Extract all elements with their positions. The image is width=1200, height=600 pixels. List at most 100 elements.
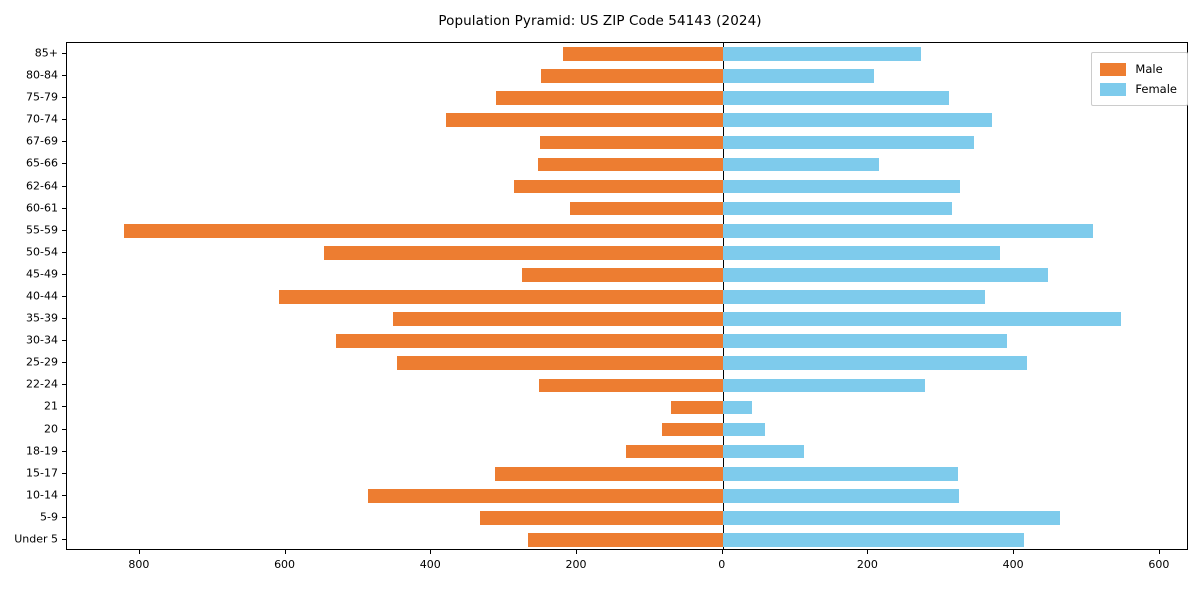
bar-male-62-64[interactable] — [514, 179, 723, 194]
bar-row — [67, 201, 1187, 216]
bar-row — [67, 268, 1187, 282]
bar-male-40-44[interactable] — [279, 290, 723, 304]
bar-female-under-5[interactable] — [722, 533, 1025, 547]
bar-female-21[interactable] — [722, 400, 752, 415]
bar-row — [67, 91, 1187, 106]
y-tick-mark — [62, 97, 66, 99]
x-tick-label-0: 800 — [128, 558, 150, 571]
y-tick-label-21: 21 — [44, 399, 58, 413]
x-tick-label-5: 200 — [856, 558, 878, 571]
y-tick-mark — [62, 185, 66, 187]
x-tick-label-1: 600 — [274, 558, 296, 571]
bar-row — [67, 157, 1187, 172]
bar-row — [67, 422, 1187, 437]
bar-male-70-74[interactable] — [445, 113, 723, 128]
bar-female-55-59[interactable] — [722, 223, 1093, 238]
bar-male-65-66[interactable] — [538, 157, 723, 172]
bar-male-67-69[interactable] — [539, 135, 723, 150]
bar-row — [67, 378, 1187, 393]
bar-female-85-[interactable] — [722, 47, 921, 61]
bar-male-30-34[interactable] — [335, 334, 723, 348]
y-tick-label-50-54: 50-54 — [26, 245, 58, 259]
bar-female-65-66[interactable] — [722, 157, 880, 172]
plot-area — [66, 42, 1188, 550]
bar-female-18-19[interactable] — [722, 444, 804, 459]
bar-female-80-84[interactable] — [722, 69, 875, 83]
y-tick-label-20: 20 — [44, 422, 58, 436]
bars-container — [67, 43, 1187, 549]
bar-female-67-69[interactable] — [722, 135, 975, 150]
x-tick-mark — [138, 550, 140, 554]
chart-title: Population Pyramid: US ZIP Code 54143 (2… — [438, 13, 762, 29]
bar-female-15-17[interactable] — [722, 466, 959, 481]
bar-row — [67, 113, 1187, 128]
bar-male-5-9[interactable] — [480, 511, 723, 525]
y-tick-label-30-34: 30-34 — [26, 333, 58, 347]
legend-item-male[interactable]: Male — [1100, 59, 1177, 79]
bar-male-50-54[interactable] — [324, 245, 723, 260]
bar-male-45-49[interactable] — [521, 268, 723, 282]
bar-row — [67, 488, 1187, 503]
y-tick-mark — [62, 428, 66, 430]
y-tick-mark — [62, 318, 66, 320]
legend-item-female[interactable]: Female — [1100, 79, 1177, 99]
y-tick-label-45-49: 45-49 — [26, 267, 58, 281]
bar-female-40-44[interactable] — [722, 290, 985, 304]
x-tick-label-4: 0 — [718, 558, 726, 571]
bar-female-20[interactable] — [722, 422, 765, 437]
bar-male-10-14[interactable] — [367, 488, 723, 503]
bar-female-70-74[interactable] — [722, 113, 993, 128]
bar-female-35-39[interactable] — [722, 312, 1122, 326]
y-tick-mark — [62, 207, 66, 209]
bar-male-75-79[interactable] — [496, 91, 723, 106]
y-tick-mark — [62, 472, 66, 474]
bar-row — [67, 135, 1187, 150]
bar-male-under-5[interactable] — [528, 533, 723, 547]
bar-male-20[interactable] — [661, 422, 723, 437]
bar-row — [67, 466, 1187, 481]
bar-male-80-84[interactable] — [540, 69, 723, 83]
bar-male-15-17[interactable] — [494, 466, 723, 481]
bar-female-60-61[interactable] — [722, 201, 953, 216]
bar-female-50-54[interactable] — [722, 245, 1000, 260]
x-tick-label-2: 400 — [419, 558, 441, 571]
bar-female-45-49[interactable] — [722, 268, 1049, 282]
y-axis-tick-labels: Under 5 5-9 10-14 15-17 18-19 20 21 22-24 25-29 3… — [0, 42, 58, 550]
bar-female-22-24[interactable] — [722, 378, 925, 393]
chart-legend: Male Female — [1091, 52, 1188, 106]
y-tick-mark — [62, 75, 66, 77]
bar-row — [67, 356, 1187, 371]
bar-row — [67, 511, 1187, 525]
bar-female-25-29[interactable] — [722, 356, 1028, 371]
bar-female-10-14[interactable] — [722, 488, 960, 503]
bar-row — [67, 69, 1187, 83]
bar-male-21[interactable] — [670, 400, 723, 415]
bar-female-5-9[interactable] — [722, 511, 1061, 525]
y-tick-label-15-17: 15-17 — [26, 466, 58, 480]
bar-female-75-79[interactable] — [722, 91, 950, 106]
bar-male-55-59[interactable] — [123, 223, 723, 238]
bar-row — [67, 245, 1187, 260]
bar-female-62-64[interactable] — [722, 179, 961, 194]
y-tick-mark — [62, 53, 66, 55]
bar-female-30-34[interactable] — [722, 334, 1007, 348]
y-tick-label-55-59: 55-59 — [26, 223, 58, 237]
bar-row — [67, 334, 1187, 348]
bar-male-60-61[interactable] — [570, 201, 723, 216]
x-tick-label-7: 600 — [1148, 558, 1170, 571]
bar-male-18-19[interactable] — [625, 444, 723, 459]
y-tick-label-10-14: 10-14 — [26, 488, 58, 502]
y-tick-label-35-39: 35-39 — [26, 311, 58, 325]
bar-male-22-24[interactable] — [539, 378, 723, 393]
y-tick-label-62-64: 62-64 — [26, 179, 58, 193]
y-tick-mark — [62, 229, 66, 231]
y-tick-mark — [62, 340, 66, 342]
x-tick-mark — [576, 550, 577, 554]
bar-male-85-[interactable] — [563, 47, 723, 61]
x-tick-mark — [284, 550, 286, 554]
x-axis-ticks: 800 600 400 200 0 200 400 600 — [66, 550, 1188, 590]
x-tick-label-6: 400 — [1002, 558, 1024, 571]
bar-male-35-39[interactable] — [393, 312, 723, 326]
bar-male-25-29[interactable] — [397, 356, 723, 371]
